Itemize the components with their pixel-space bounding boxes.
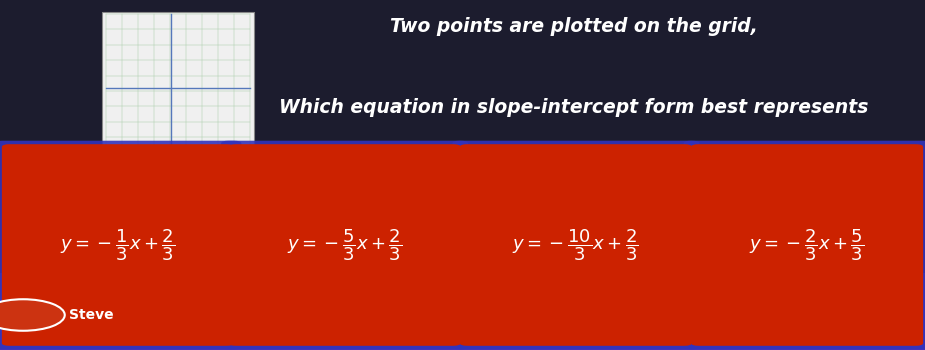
FancyBboxPatch shape bbox=[0, 273, 925, 350]
Circle shape bbox=[0, 299, 65, 331]
Text: the line that passes through these points?: the line that passes through these point… bbox=[349, 168, 798, 187]
FancyBboxPatch shape bbox=[452, 141, 699, 349]
FancyBboxPatch shape bbox=[684, 141, 925, 349]
FancyBboxPatch shape bbox=[0, 141, 241, 349]
FancyBboxPatch shape bbox=[221, 141, 468, 349]
Text: $y = -\dfrac{10}{3}x + \dfrac{2}{3}$: $y = -\dfrac{10}{3}x + \dfrac{2}{3}$ bbox=[512, 227, 639, 263]
Text: Two points are plotted on the grid,: Two points are plotted on the grid, bbox=[389, 18, 758, 36]
FancyBboxPatch shape bbox=[102, 12, 254, 170]
Text: $y = -\dfrac{5}{3}x + \dfrac{2}{3}$: $y = -\dfrac{5}{3}x + \dfrac{2}{3}$ bbox=[287, 227, 402, 263]
FancyBboxPatch shape bbox=[691, 144, 923, 346]
Text: $y = -\dfrac{2}{3}x + \dfrac{5}{3}$: $y = -\dfrac{2}{3}x + \dfrac{5}{3}$ bbox=[749, 227, 865, 263]
Text: Which equation in slope-intercept form best represents: Which equation in slope-intercept form b… bbox=[278, 98, 869, 117]
Text: Steve: Steve bbox=[69, 308, 114, 322]
Text: a: a bbox=[18, 231, 26, 245]
FancyBboxPatch shape bbox=[228, 144, 461, 346]
FancyBboxPatch shape bbox=[2, 144, 234, 346]
Text: $y = -\dfrac{1}{3}x + \dfrac{2}{3}$: $y = -\dfrac{1}{3}x + \dfrac{2}{3}$ bbox=[60, 227, 176, 263]
FancyBboxPatch shape bbox=[460, 144, 692, 346]
